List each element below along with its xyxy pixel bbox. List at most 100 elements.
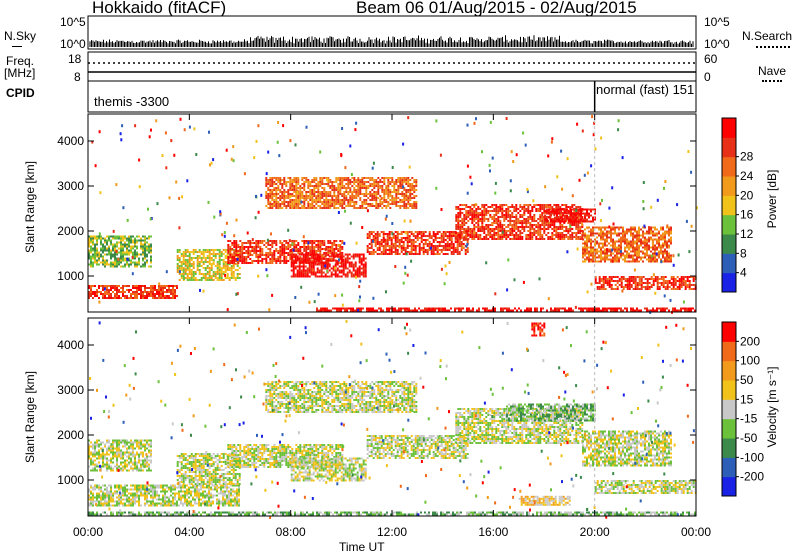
echo-cell [319, 240, 321, 242]
echo-cell [531, 210, 533, 212]
echo-cell [128, 297, 130, 299]
echo-cell [642, 237, 644, 239]
echo-cell [487, 230, 489, 232]
echo-cell [255, 254, 257, 256]
echo-cell [126, 248, 128, 250]
echo-cell [297, 183, 299, 185]
echo-cell [665, 288, 667, 290]
echo-cell [299, 197, 301, 199]
echo-cell [313, 262, 315, 264]
echo-cell [281, 207, 283, 209]
echo-cell [507, 216, 509, 218]
echo-cell [473, 210, 475, 212]
echo-cell [616, 227, 618, 229]
echo-cell [122, 248, 124, 250]
echo-cell [122, 246, 124, 248]
echo-cell [138, 262, 140, 264]
echo-cell [349, 258, 351, 260]
echo-cell [497, 212, 499, 214]
echo-cell [287, 254, 289, 256]
echo-cell [667, 286, 669, 288]
echo-cell [227, 260, 229, 262]
echo-cell [515, 210, 517, 212]
echo-cell [527, 222, 529, 224]
echo-cell [221, 277, 223, 279]
echo-cell [687, 280, 689, 282]
echo-cell [662, 253, 664, 255]
echo-cell [479, 234, 481, 236]
echo-cell [668, 257, 670, 259]
echo-cell [367, 185, 369, 187]
echo-cell [598, 243, 600, 245]
echo-cell [544, 219, 546, 221]
echo-cell [341, 179, 343, 181]
echo-cell [353, 254, 355, 256]
echo-cell [273, 260, 275, 262]
echo-cell [515, 206, 517, 208]
echo-cell [279, 256, 281, 258]
echo-cell [544, 217, 546, 219]
echo-cell [649, 286, 651, 288]
echo-cell [427, 243, 429, 245]
echo-cell [513, 238, 515, 240]
echo-cell [632, 257, 634, 259]
echo-cell [146, 262, 148, 264]
echo-cell [671, 288, 673, 290]
echo-cell [295, 181, 297, 183]
echo-cell [96, 260, 98, 262]
echo-cell [327, 260, 329, 262]
echo-cell [417, 253, 419, 255]
echo-cell [289, 183, 291, 185]
echo-cell [217, 263, 219, 265]
echo-cell [397, 201, 399, 203]
echo-cell [359, 254, 361, 256]
echo-cell [319, 258, 321, 260]
echo-cell [614, 233, 616, 235]
echo-cell [363, 177, 365, 179]
echo-cell [580, 213, 582, 215]
echo-cell [327, 205, 329, 207]
echo-cell [128, 242, 130, 244]
echo-cell [112, 285, 114, 287]
echo-cell [632, 237, 634, 239]
echo-cell [533, 204, 535, 206]
echo-cell [261, 252, 263, 254]
echo-cell [457, 224, 459, 226]
echo-cell [493, 232, 495, 234]
echo-cell [319, 256, 321, 258]
echo-cell [554, 221, 556, 223]
echo-cell [265, 185, 267, 187]
echo-cell [373, 231, 375, 233]
echo-cell [361, 187, 363, 189]
echo-cell [309, 260, 311, 262]
echo-cell [560, 219, 562, 221]
echo-cell [253, 250, 255, 252]
echo-cell [211, 257, 213, 259]
echo-cell [227, 258, 229, 260]
echo-cell [395, 205, 397, 207]
echo-cell [401, 191, 403, 193]
echo-cell [543, 208, 545, 210]
echo-cell [297, 244, 299, 246]
echo-cell [343, 272, 345, 274]
echo-cell [475, 214, 477, 216]
echo-cell [359, 258, 361, 260]
echo-cell [160, 287, 162, 289]
echo-cell [285, 191, 287, 193]
echo-cell [285, 195, 287, 197]
echo-cell [237, 277, 239, 279]
echo-cell [455, 232, 457, 234]
echo-cell [459, 226, 461, 228]
echo-cell [622, 233, 624, 235]
echo-cell [277, 181, 279, 183]
echo-cell [303, 254, 305, 256]
echo-cell [371, 203, 373, 205]
echo-cell [409, 193, 411, 195]
echo-cell [279, 197, 281, 199]
echo-cell [102, 262, 104, 264]
echo-cell [329, 191, 331, 193]
echo-cell [116, 295, 118, 297]
echo-cell [604, 255, 606, 257]
echo-cell [649, 282, 651, 284]
echo-cell [323, 276, 325, 278]
